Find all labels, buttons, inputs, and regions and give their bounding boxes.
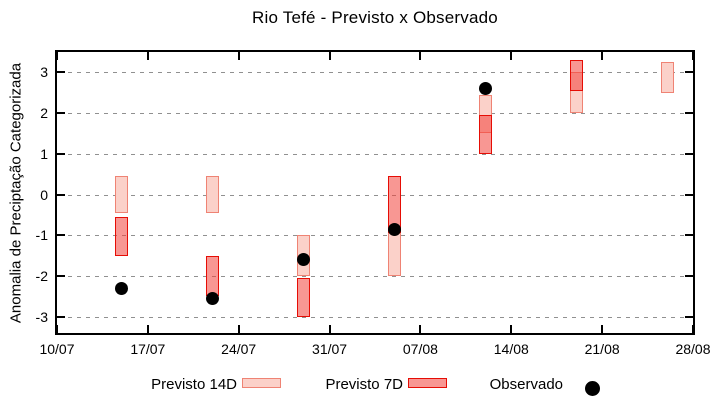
y-tick-left [57, 315, 65, 318]
y-tick-label: -1 [35, 227, 48, 244]
bar-previsto-7d [569, 60, 583, 91]
x-tick-top [692, 52, 694, 60]
x-tick-top [510, 52, 513, 60]
x-tick-label: 31/07 [312, 341, 348, 357]
legend-label-previsto-7d: Previsto 7D [325, 376, 403, 393]
x-tick-bottom [419, 325, 422, 333]
x-tick-label: 28/08 [675, 341, 711, 357]
y-tick-right [685, 315, 693, 318]
y-tick-label: 3 [40, 64, 48, 81]
gridline-y1 [59, 153, 691, 155]
legend-label-previsto-14d: Previsto 14D [151, 376, 237, 393]
x-tick-top [328, 52, 331, 60]
bar-previsto-7d [478, 115, 492, 154]
x-tick-bottom [56, 325, 58, 333]
bar-previsto-7d [206, 255, 220, 297]
bar-previsto-14d [660, 62, 674, 93]
y-tick-left [57, 112, 65, 115]
observado-dot [387, 222, 401, 236]
bar-previsto-14d [387, 233, 401, 276]
y-tick-label: 0 [40, 186, 48, 203]
observado-dot [115, 281, 129, 295]
gridline-y-3 [59, 316, 691, 318]
x-tick-label: 17/07 [130, 341, 166, 357]
x-tick-top [56, 52, 58, 60]
x-tick-bottom [237, 325, 240, 333]
x-tick-bottom [328, 325, 331, 333]
x-tick-label: 24/07 [221, 341, 257, 357]
gridline-y-2 [59, 275, 691, 277]
observado-dot [478, 82, 492, 96]
x-tick-top [601, 52, 604, 60]
y-tick-right [685, 193, 693, 196]
gridline-y-1 [59, 235, 691, 237]
x-tick-label: 07/08 [402, 341, 438, 357]
legend-label-observado: Observado [489, 376, 563, 393]
y-tick-right [685, 152, 693, 155]
x-tick-label: 21/08 [584, 341, 620, 357]
plot-frame [55, 50, 695, 335]
y-tick-right [685, 274, 693, 277]
gridline-y3 [59, 72, 691, 74]
observado-dot [206, 291, 220, 305]
y-tick-right [685, 71, 693, 74]
y-tick-left [57, 152, 65, 155]
x-tick-top [146, 52, 149, 60]
y-tick-label: -2 [35, 267, 48, 284]
y-tick-left [57, 193, 65, 196]
y-tick-left [57, 71, 65, 74]
x-tick-top [237, 52, 240, 60]
legend-dot-observado [585, 381, 600, 396]
y-tick-right [685, 112, 693, 115]
y-tick-left [57, 274, 65, 277]
y-tick-left [57, 234, 65, 237]
legend-swatch-previsto-14d [242, 378, 281, 388]
x-tick-label: 14/08 [493, 341, 529, 357]
bar-previsto-14d [115, 176, 129, 213]
y-tick-right [685, 234, 693, 237]
x-tick-bottom [601, 325, 604, 333]
bar-previsto-14d [206, 176, 220, 213]
x-tick-bottom [510, 325, 513, 333]
x-tick-bottom [146, 325, 149, 333]
y-tick-label: 1 [40, 145, 48, 162]
bar-previsto-7d [297, 278, 311, 317]
bar-previsto-7d [115, 216, 129, 256]
x-tick-bottom [692, 325, 694, 333]
y-tick-label: 2 [40, 105, 48, 122]
observado-dot [297, 253, 311, 267]
x-tick-label: 10/07 [39, 341, 75, 357]
gridline-y0 [59, 194, 691, 196]
chart-title: Rio Tefé - Previsto x Observado [252, 8, 498, 27]
x-tick-top [419, 52, 422, 60]
gridline-y2 [59, 113, 691, 115]
legend-swatch-previsto-7d [408, 378, 447, 388]
y-tick-label: -3 [35, 308, 48, 325]
